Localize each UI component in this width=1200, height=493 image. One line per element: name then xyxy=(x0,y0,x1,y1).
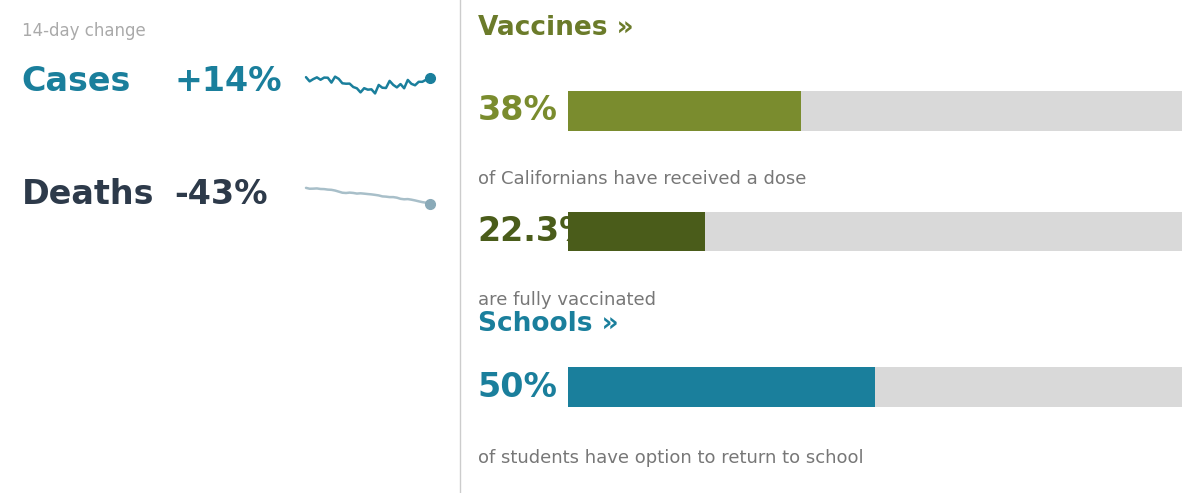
Text: 50%: 50% xyxy=(478,371,558,403)
Text: Deaths: Deaths xyxy=(22,178,154,211)
Bar xyxy=(568,91,802,131)
Bar xyxy=(568,367,1182,407)
Text: -43%: -43% xyxy=(174,178,268,211)
Text: are fully vaccinated: are fully vaccinated xyxy=(478,291,655,309)
Bar xyxy=(568,91,1182,131)
Text: 38%: 38% xyxy=(478,95,558,127)
Bar xyxy=(568,212,1182,251)
Text: +14%: +14% xyxy=(174,65,282,98)
Text: of Californians have received a dose: of Californians have received a dose xyxy=(478,170,806,188)
Bar xyxy=(568,367,875,407)
Text: Cases: Cases xyxy=(22,65,131,98)
Text: Schools »: Schools » xyxy=(478,311,618,337)
Text: of students have option to return to school: of students have option to return to sch… xyxy=(478,449,863,467)
Bar xyxy=(568,212,704,251)
Text: Vaccines »: Vaccines » xyxy=(478,15,634,41)
Text: 22.3%: 22.3% xyxy=(478,215,593,248)
Text: 14-day change: 14-day change xyxy=(22,22,145,40)
